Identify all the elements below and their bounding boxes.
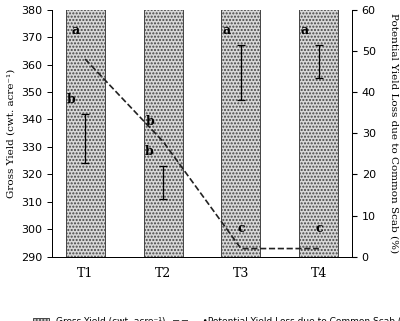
- Text: a: a: [71, 24, 79, 37]
- Text: b: b: [146, 115, 155, 128]
- Y-axis label: Potential Yield Loss due to Common Scab (%): Potential Yield Loss due to Common Scab …: [390, 13, 399, 253]
- Bar: [300, 0, 338, 257]
- Bar: [144, 0, 182, 257]
- Legend: Gross Yield (cwt. acre⁻¹), --•Potential Yield Loss due to Common Scab (%): Gross Yield (cwt. acre⁻¹), --•Potential …: [32, 317, 400, 321]
- Text: c: c: [315, 222, 323, 235]
- Text: b: b: [145, 145, 153, 158]
- Text: a: a: [301, 24, 309, 37]
- Bar: [222, 0, 260, 257]
- Text: c: c: [237, 222, 245, 235]
- Text: a: a: [223, 24, 231, 37]
- Text: b: b: [67, 93, 76, 106]
- Y-axis label: Gross Yield (cwt. acre⁻¹): Gross Yield (cwt. acre⁻¹): [6, 69, 16, 198]
- Bar: [66, 0, 104, 257]
